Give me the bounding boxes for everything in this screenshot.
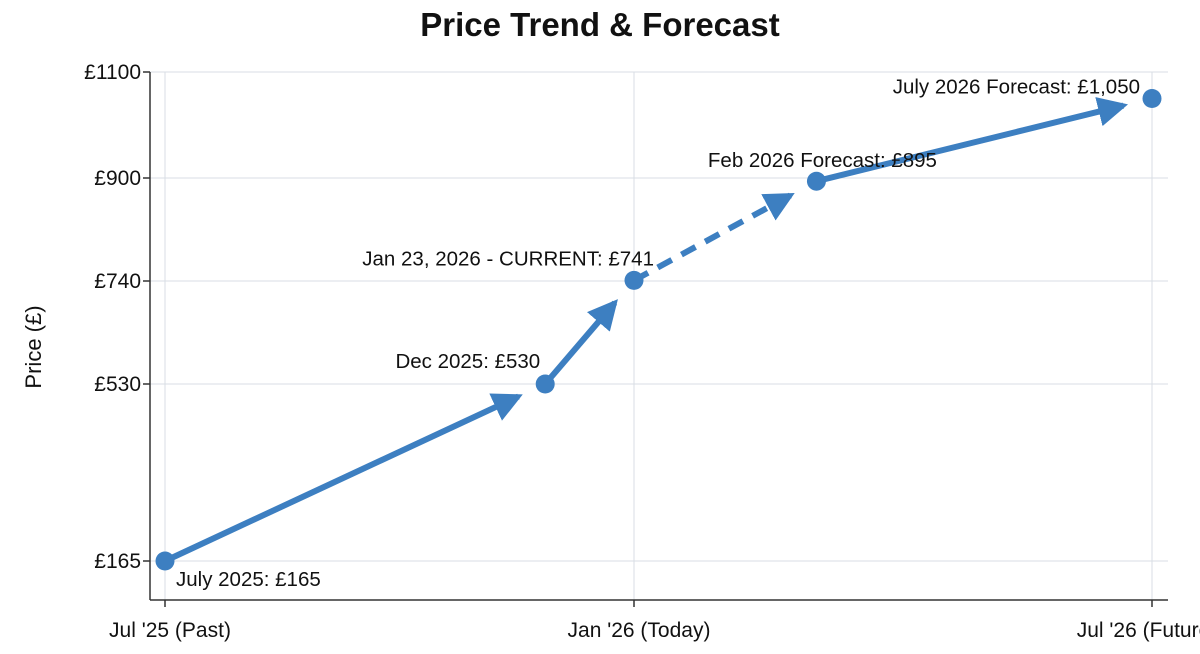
data-point <box>1142 89 1162 108</box>
data-label: July 2026 Forecast: £1,050 <box>893 76 1140 99</box>
data-label: Dec 2025: £530 <box>395 350 540 373</box>
price-series <box>155 89 1162 571</box>
y-tick-label: £900 <box>94 167 141 190</box>
grid <box>150 71 1168 600</box>
chart-title: Price Trend & Forecast <box>420 6 780 43</box>
data-label: Feb 2026 Forecast: £895 <box>708 149 937 172</box>
data-point <box>624 270 644 290</box>
data-point <box>806 171 826 191</box>
x-tick-label: Jul '26 (Future) <box>1077 619 1200 642</box>
y-tick-label: £1100 <box>84 61 141 84</box>
axes: £165 £530 £740 £900 £1100 Jul '25 (Past) Jan '… <box>84 61 1200 642</box>
y-tick-label: £165 <box>94 550 141 573</box>
y-tick-label: £740 <box>94 270 141 293</box>
series-segment <box>163 393 523 564</box>
series-segment <box>542 299 618 386</box>
x-tick-label: Jul '25 (Past) <box>109 619 231 642</box>
data-label: Jan 23, 2026 - CURRENT: £741 <box>362 247 654 270</box>
x-tick-label: Jan '26 (Today) <box>568 619 711 642</box>
data-label: July 2025: £165 <box>176 568 321 591</box>
series-segment <box>815 97 1129 185</box>
data-point <box>155 551 175 571</box>
data-point <box>535 374 555 394</box>
data-labels: July 2025: £165 Dec 2025: £530 Jan 23, 202… <box>176 76 1140 592</box>
y-tick-label: £530 <box>94 373 141 396</box>
series-segment <box>632 192 795 283</box>
